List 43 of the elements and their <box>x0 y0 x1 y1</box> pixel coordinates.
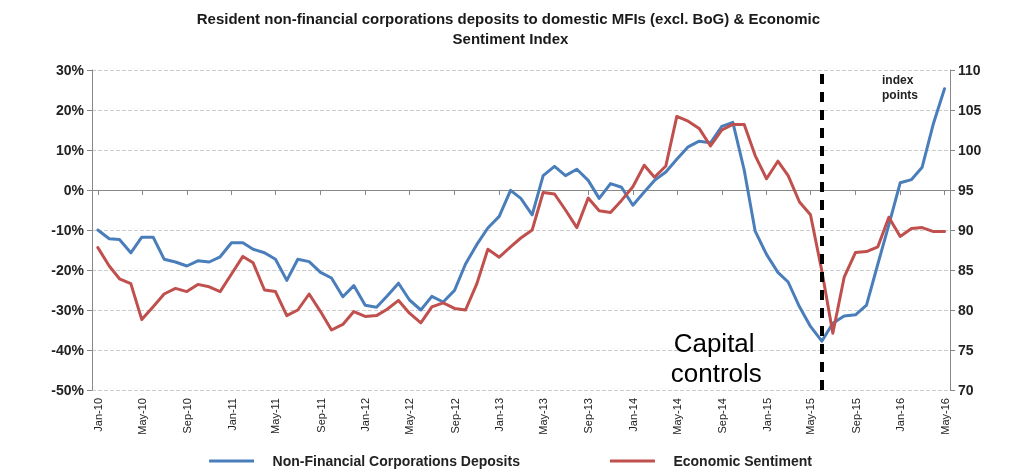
x-tick-label: May-16 <box>938 398 951 435</box>
y2-axis-title: index points <box>882 72 919 102</box>
y-tick-label: -20% <box>51 262 85 278</box>
x-tick-label: May-15 <box>804 398 817 435</box>
x-tick-label: May-12 <box>403 398 416 435</box>
x-tick-label: Sep-11 <box>314 398 327 433</box>
x-tick-label: Sep-12 <box>448 398 461 434</box>
x-tick-label: Sep-15 <box>849 398 862 434</box>
y2-tick-label: 100 <box>958 142 982 158</box>
x-tick-label: Jan-14 <box>626 398 639 432</box>
y-tick-label: 20% <box>55 102 85 118</box>
x-tick-label: Sep-14 <box>715 398 728 434</box>
x-tick-label: May-13 <box>537 398 550 435</box>
x-tick-label: Jan-13 <box>493 398 506 432</box>
y-tick-label: 0% <box>63 182 85 198</box>
y2-tick-label: 110 <box>958 62 981 78</box>
x-tick-label: Jan-15 <box>760 398 773 432</box>
y2-tick-label: 80 <box>958 302 974 318</box>
y2-tick-label: 90 <box>958 222 974 238</box>
y-tick-label: 30% <box>55 62 85 78</box>
x-tick-label: Sep-10 <box>180 398 193 434</box>
x-tick-label: Jan-12 <box>359 398 372 432</box>
y-tick-label: -40% <box>51 342 85 358</box>
y-tick-label: -10% <box>51 222 85 238</box>
y2-tick-label: 95 <box>958 182 974 198</box>
x-tick-label: Sep-13 <box>582 398 595 434</box>
chart-title: Resident non-financial corporations deposits to domestic MFIs (excl. BoG) & Economic Sentiment Index <box>196 9 825 47</box>
y-tick-label: 10% <box>55 142 85 158</box>
legend-label: Non-Financial Corporations Deposits <box>272 453 521 469</box>
y2-tick-label: 75 <box>958 342 974 358</box>
y2-tick-label: 105 <box>958 102 982 118</box>
x-tick-label: May-14 <box>670 398 683 435</box>
x-tick-label: May-11 <box>269 398 282 434</box>
legend-label: Economic Sentiment <box>673 453 813 469</box>
y2-tick-label: 70 <box>958 382 974 398</box>
ref-line-label: Capital controls <box>670 328 762 388</box>
y2-tick-label: 85 <box>958 262 974 278</box>
y-tick-label: -30% <box>51 302 85 318</box>
x-tick-label: May-10 <box>135 398 148 435</box>
x-tick-label: Jan-11 <box>225 398 238 431</box>
x-tick-label: Jan-10 <box>91 398 104 432</box>
y-tick-label: -50% <box>51 382 85 398</box>
x-tick-label: Jan-16 <box>894 398 907 432</box>
